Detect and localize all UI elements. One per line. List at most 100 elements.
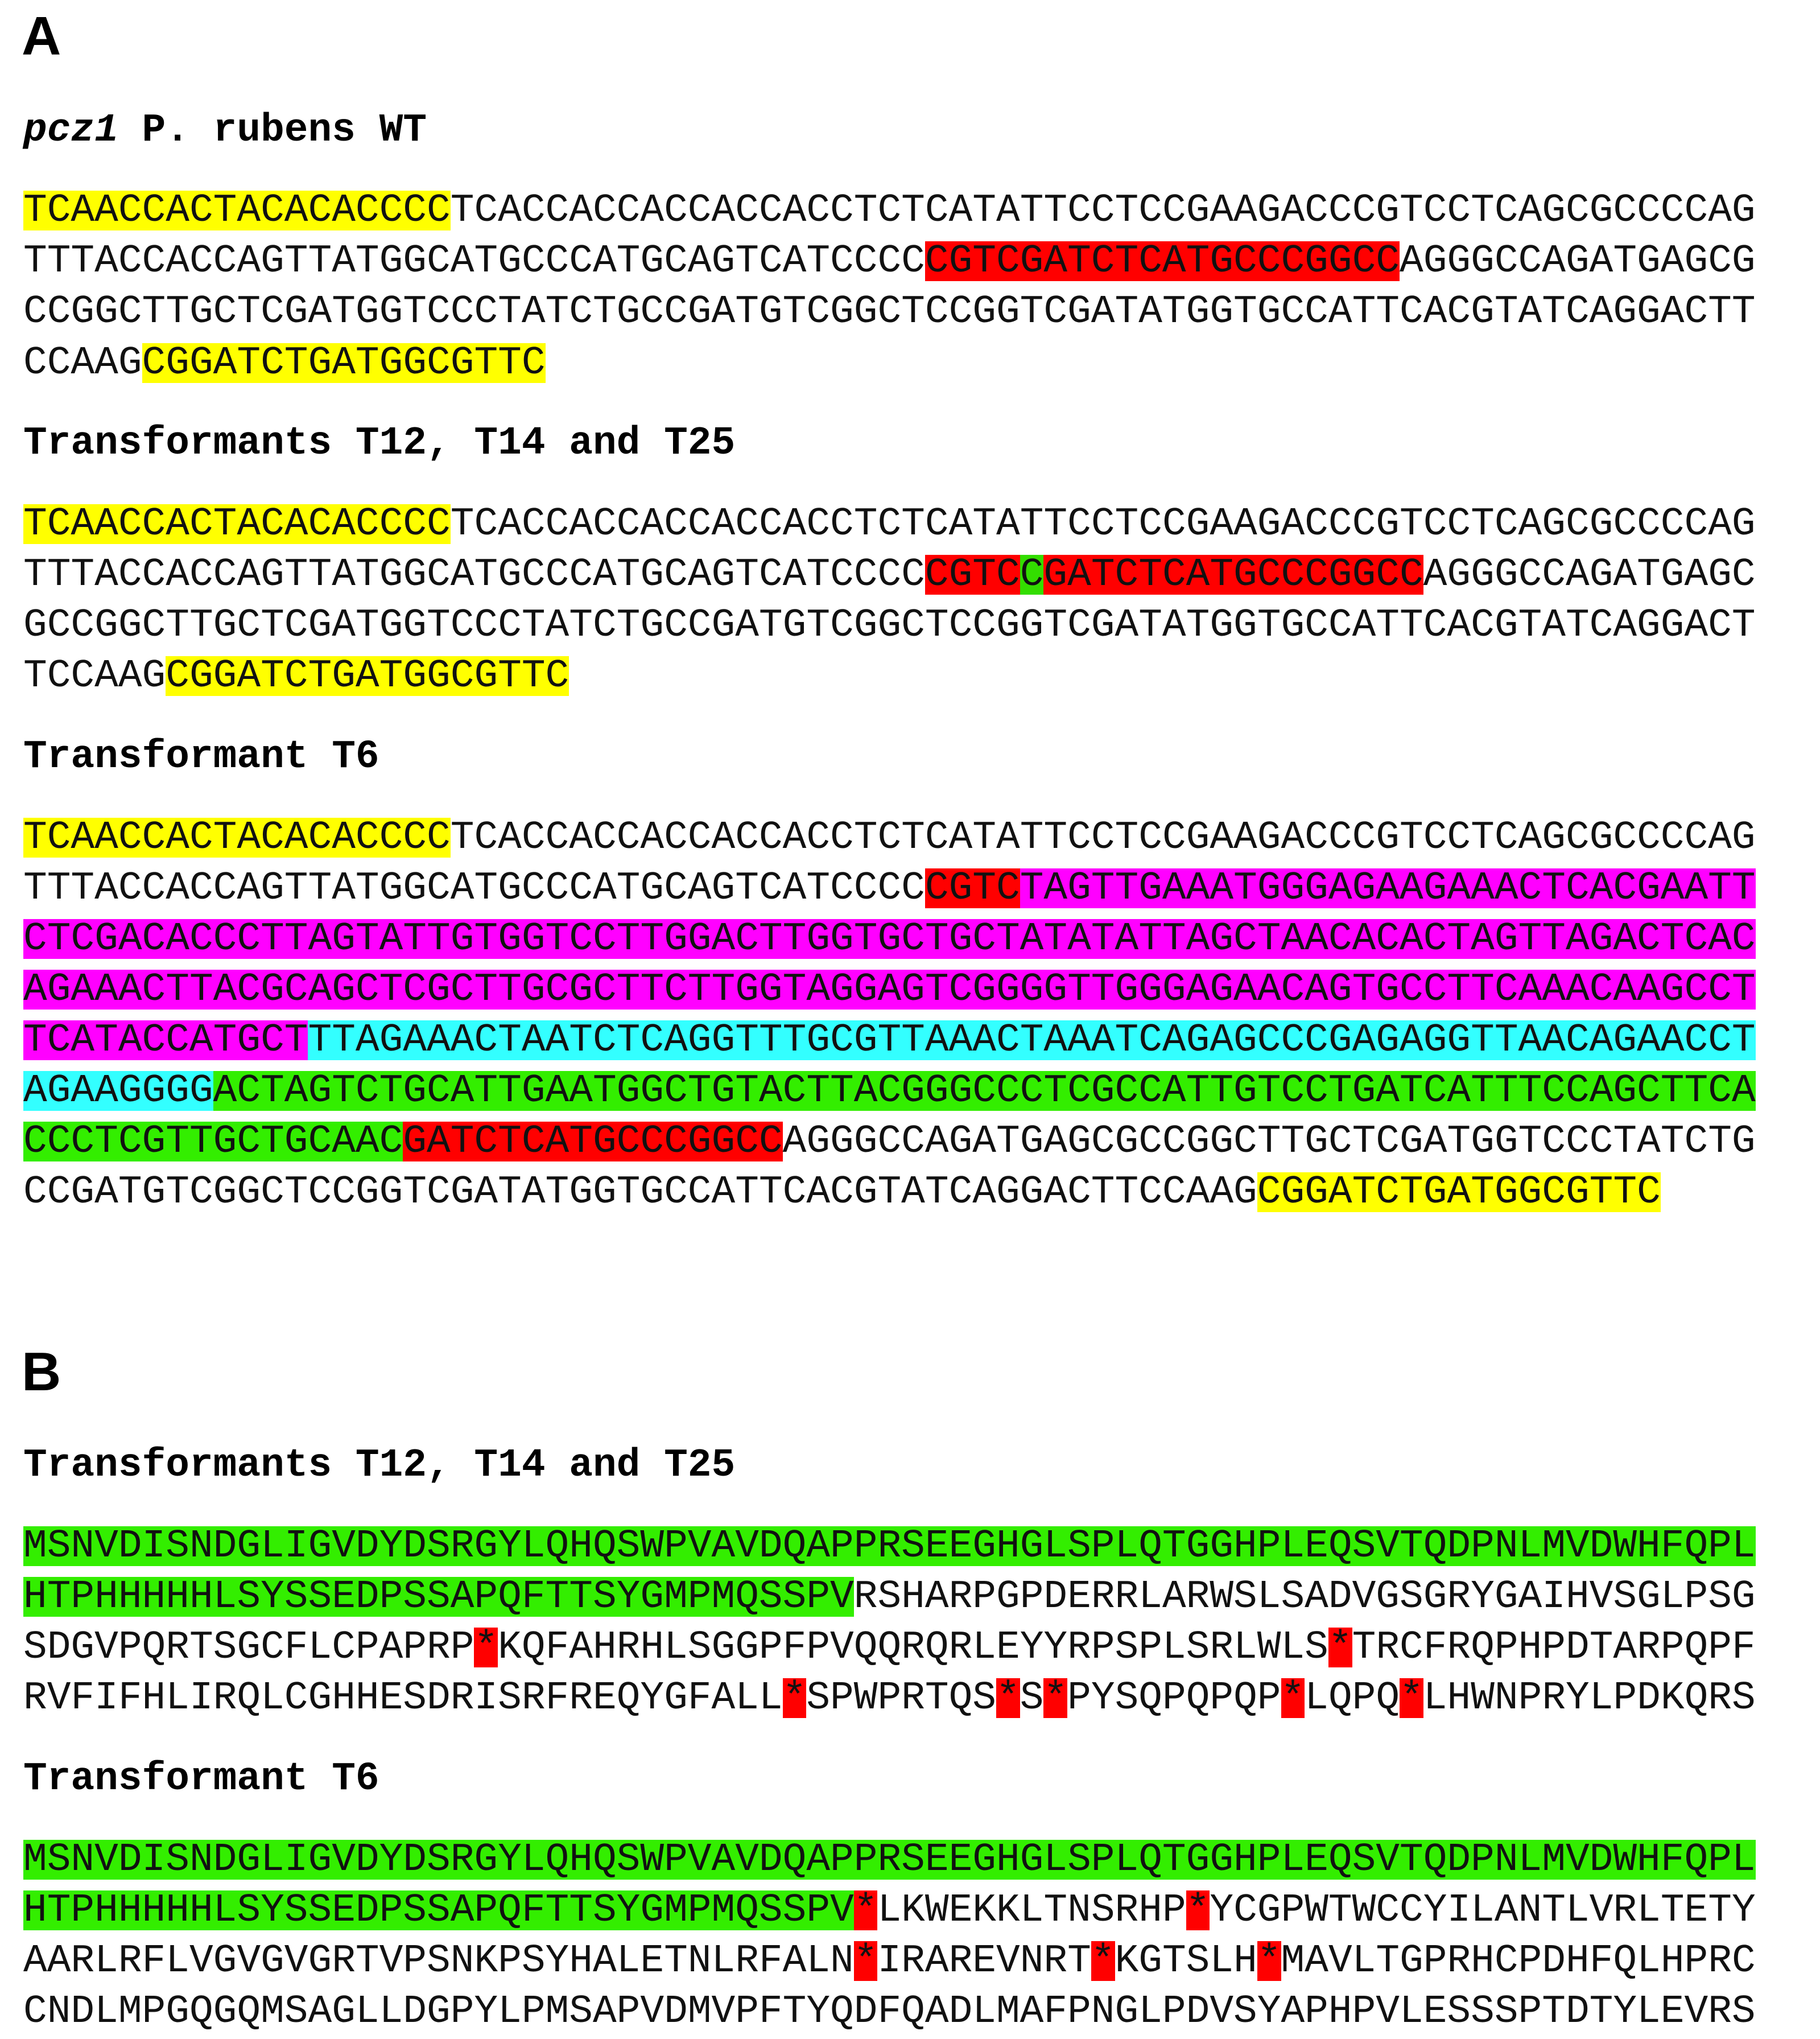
highlighted-segment: * [1186,1887,1210,1933]
sequence-line: AARLRFLVGVGVGRTVPSNKPSYHALETNLRFALN*IRAR… [23,1941,1756,1981]
sequence-segment: SDGVPQRTSGCFLCPAPRP [23,1625,474,1670]
highlighted-segment: * [1043,1675,1068,1721]
sequence-line: TCATACCATGCTTTAGAAACTAATCTCAGGTTTGCGTTAA… [23,1018,1756,1063]
sequence-line: HTPHHHHHLSYSSEDPSSAPQFTTSYGMPMQSSPVRSHAR… [23,1577,1756,1617]
sequence-line: TTTACCACCAGTTATGGCATGCCCATGCAGTCATCCCCCG… [23,868,1756,908]
panel-label: B [22,1341,61,1402]
sequence-segment: CCAAG [23,340,142,385]
highlighted-segment: TTAGAAACTAATCTCAGGTTTGCGTTAAACTAAATCAGAG… [308,1018,1756,1063]
highlighted-segment: GATCTCATGCCCGGCC [1043,552,1423,597]
highlighted-segment: TCAACCACTACACACCCC [23,188,451,233]
highlighted-segment: C [1020,552,1044,597]
sequence-segment: LKWEKKLTNSRHP [877,1887,1186,1933]
highlighted-segment: * [853,1938,878,1983]
highlighted-segment: AGAAGGGG [23,1068,213,1114]
sequence-line: TTTACCACCAGTTATGGCATGCCCATGCAGTCATCCCCCG… [23,238,1756,284]
sequence-segment: RVFIFHLIRQLCGHHESDRISRFREQYGFALL [23,1675,783,1721]
sequence-segment: TCCAAG [23,653,166,699]
heading-text: Transformant T6 [23,734,379,779]
sequence-segment: CNDLMPGQGQMSAGLLDGPYLPMSAPVDMVPFTYQDFQAD… [23,1989,1756,2034]
sequence-segment: TCACCACCACCACCACCTCTCATATTCCTCCGAAGACCCG… [450,814,1756,860]
highlighted-segment: HTPHHHHHLSYSSEDPSSAPQFTTSYGMPMQSSPV [23,1887,854,1933]
sequence-segment: TTTACCACCAGTTATGGCATGCCCATGCAGTCATCCCC [23,552,925,597]
sequence-segment: LHWNPRYLPDKQRS [1423,1675,1756,1721]
sequence-segment: TCACCACCACCACCACCTCTCATATTCCTCCGAAGACCCG… [450,501,1756,546]
sequence-line: AGAAGGGGACTAGTCTGCATTGAATGGCTGTACTTACGGG… [23,1071,1756,1111]
sequence-segment: AARLRFLVGVGVGRTVPSNKPSYHALETNLRFALN [23,1938,854,1983]
heading-text: Transformants T12, T14 and T25 [23,421,736,466]
highlighted-segment: GATCTCATGCCCGGCC [403,1119,783,1164]
sequence-line: CCGATGTCGGCTCCGGTCGATATGGTGCCATTCACGTATC… [23,1169,1661,1215]
sequence-line: CTCGACACCCTTAGTATTGTGGTCCTTGGACTTGGTGCTG… [23,916,1756,961]
sequence-segment: TTTACCACCAGTTATGGCATGCCCATGCAGTCATCCCC [23,865,925,911]
gene-name: pcz1 [23,107,118,153]
sequence-segment: LQPQ [1305,1675,1400,1721]
sequence-line: TCAACCACTACACACCCCTCACCACCACCACCACCTCTCA… [23,188,1756,233]
highlighted-segment: CCCTCGTTGCTGCAAC [23,1119,403,1164]
sequence-line: MSNVDISNDGLIGVDYDSRGYLQHQSWPVAVDQAPPRSEE… [23,1526,1756,1566]
highlighted-segment: * [996,1675,1020,1721]
highlighted-segment: * [1400,1675,1423,1721]
sequence-line: HTPHHHHHLSYSSEDPSSAPQFTTSYGMPMQSSPV*LKWE… [23,1890,1756,1930]
sequence-segment: RSHARPGPDERRLARWSLSADVGSGRYGAIHVSGLPSG [853,1574,1756,1620]
highlighted-segment: CGGATCTGATGGCGTTC [142,340,546,385]
sequence-segment: S [1020,1675,1044,1721]
sequence-segment: KQFAHRHLSGGPFPVQQRQRLEYYRPSPLSRLWLS [498,1625,1328,1670]
sequence-line: RVFIFHLIRQLCGHHESDRISRFREQYGFALL*SPWPRTQ… [23,1675,1756,1721]
heading-text: Transformant T6 [23,1756,379,1801]
sequence-line: CCGGCTTGCTCGATGGTCCCTATCTGCCGATGTCGGCTCC… [23,292,1756,332]
sequence-segment: AGGGCCAGATGAGCG [1400,238,1756,284]
sequence-line: TCCAAGCGGATCTGATGGCGTTC [23,653,569,699]
highlighted-segment: TCAACCACTACACACCCC [23,501,451,546]
highlighted-segment: CGTC [925,552,1020,597]
sequence-line: TCAACCACTACACACCCCTCACCACCACCACCACCTCTCA… [23,814,1756,860]
highlighted-segment: * [1328,1625,1352,1670]
highlighted-segment: * [782,1675,807,1721]
sequence-segment: CCGATGTCGGCTCCGGTCGATATGGTGCCATTCACGTATC… [23,1169,1257,1215]
sequence-line: CCAAGCGGATCTGATGGCGTTC [23,343,546,383]
sequence-heading: Transformants T12, T14 and T25 [23,421,735,466]
sequence-segment: TCACCACCACCACCACCTCTCATATTCCTCCGAAGACCCG… [450,188,1756,233]
highlighted-segment: CGTC [925,865,1020,911]
sequence-segment: IRAREVNRT [877,1938,1091,1983]
sequence-heading: Transformant T6 [23,1756,379,1802]
sequence-segment: TRCFRQPHPDTARPQPF [1352,1625,1756,1670]
sequence-line: MSNVDISNDGLIGVDYDSRGYLQHQSWPVAVDQAPPRSEE… [23,1836,1756,1882]
highlighted-segment: MSNVDISNDGLIGVDYDSRGYLQHQSWPVAVDQAPPRSEE… [23,1836,1756,1882]
sequence-segment: SPWPRTQS [806,1675,996,1721]
sequence-segment: PYSQPQPQP [1067,1675,1281,1721]
highlighted-segment: MSNVDISNDGLIGVDYDSRGYLQHQSWPVAVDQAPPRSEE… [23,1523,1756,1568]
highlighted-segment: CTCGACACCCTTAGTATTGTGGTCCTTGGACTTGGTGCTG… [23,916,1756,961]
highlighted-segment: * [474,1625,498,1670]
highlighted-segment: HTPHHHHHLSYSSEDPSSAPQFTTSYGMPMQSSPV [23,1574,854,1620]
sequence-heading: Transformants T12, T14 and T25 [23,1443,735,1488]
sequence-line: TCAACCACTACACACCCCTCACCACCACCACCACCTCTCA… [23,504,1756,544]
sequence-line: TTTACCACCAGTTATGGCATGCCCATGCAGTCATCCCCCG… [23,555,1756,595]
sequence-line: AGAAACTTACGCAGCTCGCTTGCGCTTCTTGGTAGGAGTC… [23,966,1756,1012]
heading-text: Transformants T12, T14 and T25 [23,1443,736,1488]
sequence-segment: YCGPWTWCCYILANTLVRLTETY [1210,1887,1756,1933]
heading-text: P. rubens WT [142,107,427,153]
sequence-segment: KGTSLH [1115,1938,1257,1983]
panel-label: A [22,5,61,67]
highlighted-segment: * [853,1887,878,1933]
sequence-line: CCCTCGTTGCTGCAACGATCTCATGCCCGGCCAGGGCCAG… [23,1119,1756,1164]
highlighted-segment: ACTAGTCTGCATTGAATGGCTGTACTTACGGGCCCTCGCC… [213,1068,1756,1114]
highlighted-segment: TCATACCATGCT [23,1018,308,1063]
highlighted-segment: AGAAACTTACGCAGCTCGCTTGCGCTTCTTGGTAGGAGTC… [23,966,1756,1012]
highlighted-segment: CGGATCTGATGGCGTTC [166,653,569,699]
sequence-segment: GCCGGCTTGCTCGATGGTCCCTATCTGCCGATGTCGGCTC… [23,603,1756,648]
sequence-segment: CCGGCTTGCTCGATGGTCCCTATCTGCCGATGTCGGCTCC… [23,289,1756,335]
sequence-segment: AGGGCCAGATGAGC [1423,552,1756,597]
highlighted-segment: CGTCGATCTCATGCCCGGCC [925,238,1400,284]
sequence-heading: Transformant T6 [23,734,379,780]
sequence-segment: MAVLTGPRHCPDHFQLHPRC [1281,1938,1756,1983]
sequence-heading: pcz1 P. rubens WT [23,108,427,153]
sequence-line: SDGVPQRTSGCFLCPAPRP*KQFAHRHLSGGPFPVQQRQR… [23,1625,1756,1670]
highlighted-segment: TAGTTGAAATGGGAGAAGAAACTCACGAATT [1020,865,1756,911]
sequence-segment: AGGGCCAGATGAGCGCCGGCTTGCTCGATGGTCCCTATCT… [782,1119,1756,1164]
highlighted-segment: * [1281,1675,1305,1721]
sequence-segment: TTTACCACCAGTTATGGCATGCCCATGCAGTCATCCCC [23,238,925,284]
sequence-line: CNDLMPGQGQMSAGLLDGPYLPMSAPVDMVPFTYQDFQAD… [23,1992,1756,2032]
